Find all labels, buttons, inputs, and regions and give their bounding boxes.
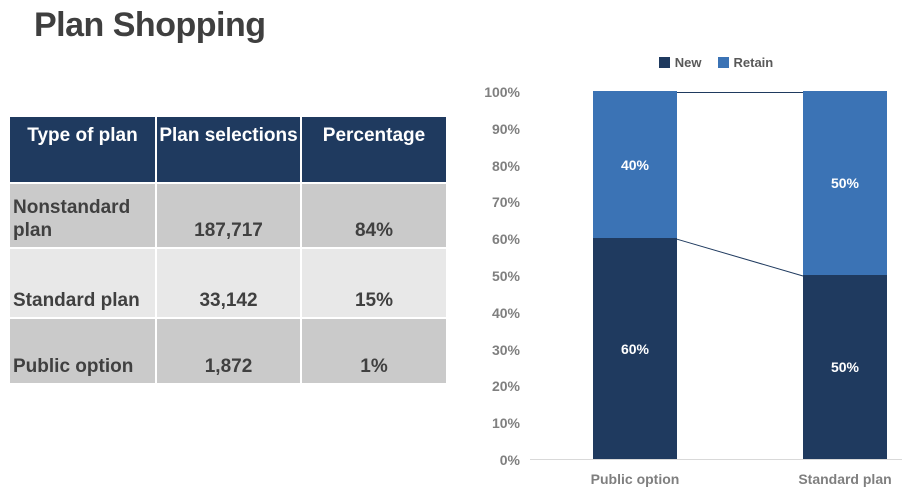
bar-data-label: 40% [620, 156, 650, 173]
y-axis-tick-label: 80% [491, 157, 520, 174]
y-axis-tick-label: 0% [499, 452, 520, 468]
x-axis-category-label: Standard plan [798, 471, 892, 487]
table-cell-plan-type: Public option [10, 319, 155, 383]
y-axis-tick-label: 60% [491, 231, 520, 248]
y-axis-tick-label: 40% [491, 304, 520, 321]
table-header-plan-selections: Plan selections [157, 117, 300, 182]
bar-data-label: 50% [830, 175, 860, 191]
y-axis-tick-label: 10% [491, 415, 520, 432]
bar-segment-retain: 50% [803, 91, 887, 275]
table-cell-percentage: 1% [302, 319, 446, 383]
table-cell-percentage: 84% [302, 184, 446, 247]
bar-data-label: 50% [830, 359, 860, 375]
y-axis-tick-label: 100% [484, 84, 520, 100]
table-cell-selections: 33,142 [157, 249, 300, 317]
legend-item: Retain [717, 54, 774, 70]
y-axis-tick-label: 20% [491, 378, 520, 395]
bar-segment-new: 50% [803, 275, 887, 459]
y-axis-tick-label: 90% [491, 120, 520, 137]
plan-table: Type of plan Plan selections Percentage … [10, 117, 446, 383]
table-cell-plan-type: Standard plan [10, 249, 155, 317]
bar-group: 50% 50% [803, 91, 887, 459]
bar-group: 60% 40% [593, 91, 677, 459]
bar-data-label: 60% [620, 340, 650, 357]
x-axis-line [530, 459, 902, 460]
connector-lines [676, 92, 804, 277]
y-axis-tick-label: 70% [491, 194, 520, 211]
legend-label: New [674, 54, 702, 70]
table-header-percentage: Percentage [302, 117, 446, 182]
y-axis-tick-label: 30% [491, 341, 520, 358]
bar-segment-retain: 40% [593, 91, 677, 239]
table-cell-selections: 1,872 [157, 319, 300, 383]
page-title: Plan Shopping [34, 6, 266, 44]
legend-label: Retain [733, 54, 774, 70]
legend-item: New [658, 54, 702, 70]
table-cell-percentage: 15% [302, 249, 446, 317]
chart-legend: New Retain [530, 54, 902, 70]
table-cell-plan-type: Nonstandard plan [10, 184, 155, 247]
y-axis-labels: 0% 10% 20% 30% 40% 50% 60% 70% 80% 90% 100% [448, 84, 520, 468]
y-axis-tick-label: 50% [491, 268, 520, 284]
legend-swatch-icon [658, 56, 670, 68]
table-header-type-of-plan: Type of plan [10, 117, 155, 182]
bar-segment-new: 60% [593, 238, 677, 459]
x-axis-category-label: Public option [590, 471, 680, 487]
table-cell-selections: 187,717 [157, 184, 300, 247]
legend-swatch-icon [717, 56, 729, 68]
